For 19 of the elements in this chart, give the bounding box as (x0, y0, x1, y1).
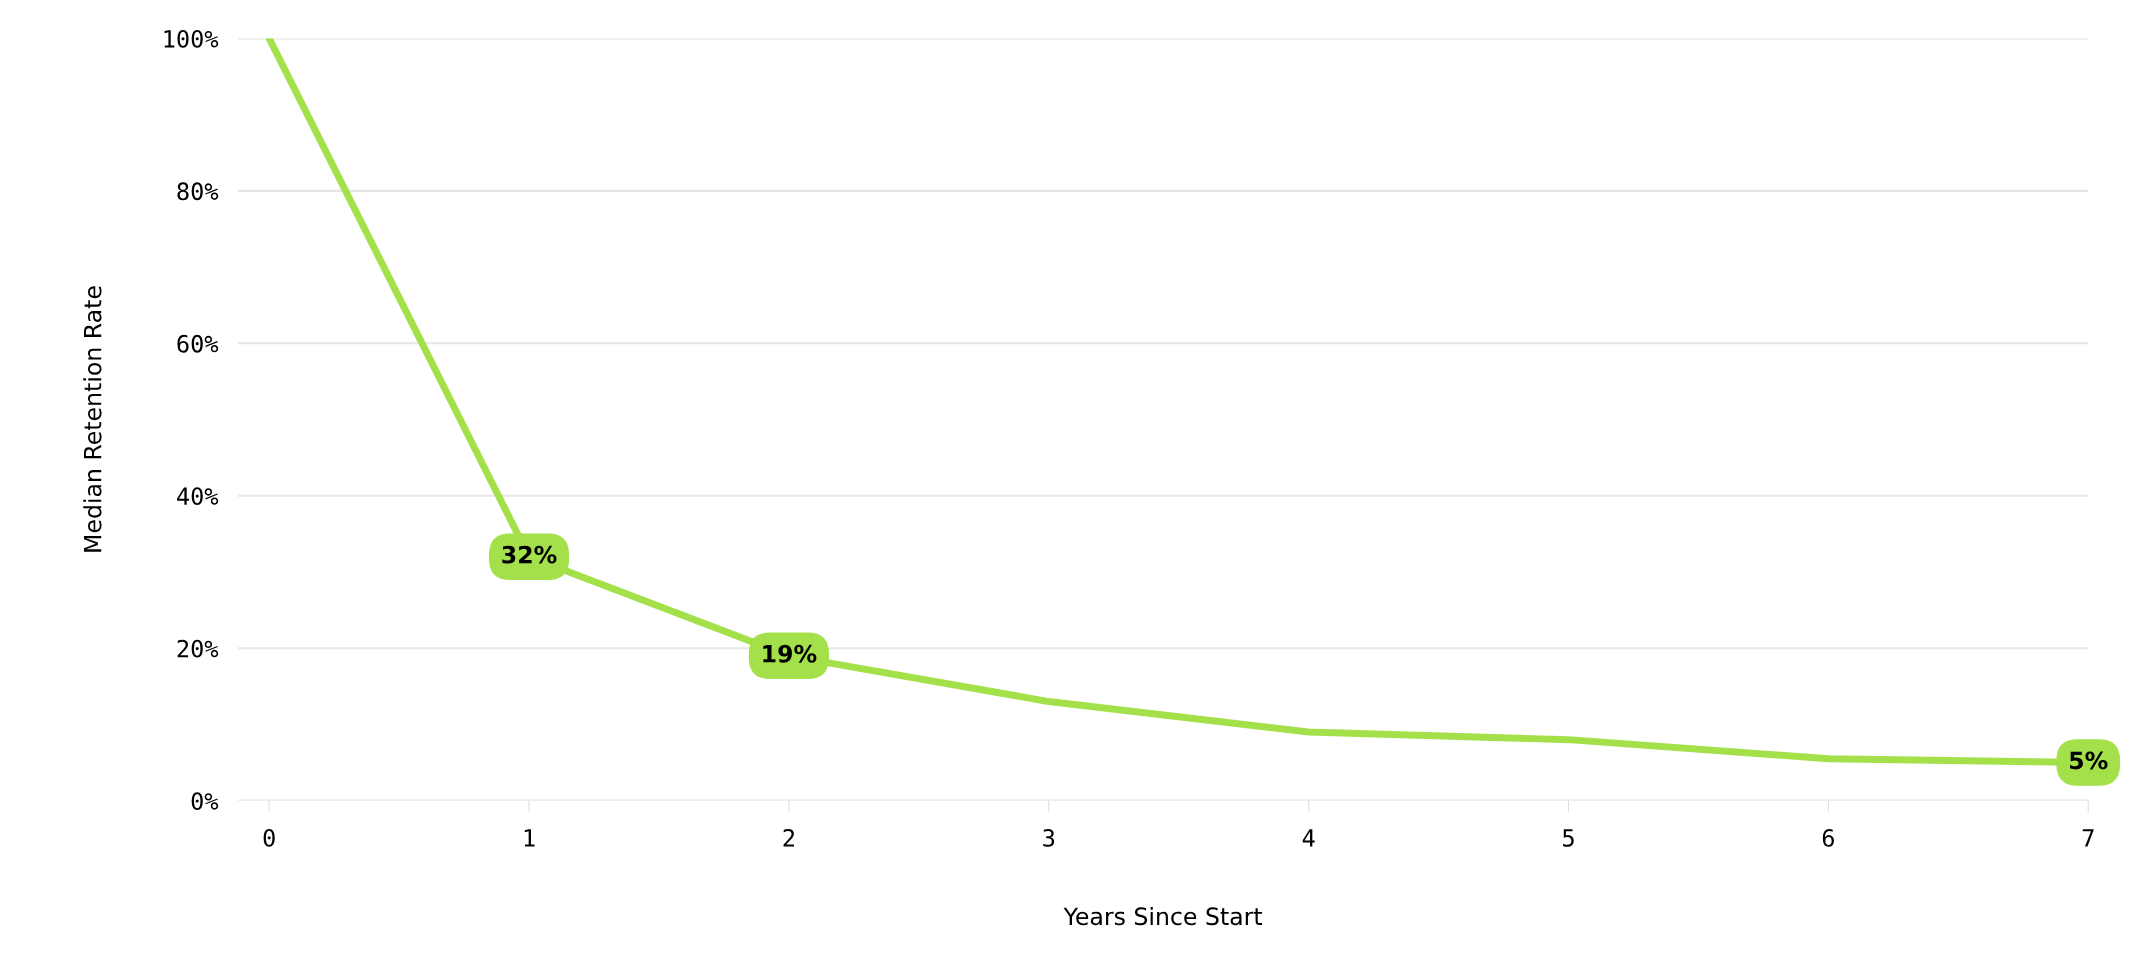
y-tick-label: 20% (177, 639, 219, 658)
y-tick-label: 100% (164, 29, 219, 48)
x-axis-title: Years Since Start (1063, 906, 1263, 926)
x-tick-label: 1 (524, 829, 535, 847)
x-tick-label: 0 (263, 828, 275, 847)
x-tick-label: 2 (783, 828, 795, 847)
y-tick-label: 40% (177, 487, 219, 506)
y-axis-title: Median Retention Rate (83, 286, 102, 552)
data-label: 19% (763, 644, 817, 663)
data-label: 5% (2070, 751, 2108, 770)
y-tick-label: 0% (191, 792, 219, 811)
x-tick-label: 5 (1563, 829, 1574, 847)
x-tick-label: 3 (1043, 828, 1055, 847)
x-tick-label: 4 (1302, 829, 1315, 847)
y-tick-label: 80% (177, 182, 219, 201)
y-tick-label: 60% (177, 334, 219, 353)
x-tick-label: 7 (2082, 829, 2094, 847)
x-tick-label: 6 (1822, 828, 1834, 847)
data-label: 32% (502, 545, 557, 564)
